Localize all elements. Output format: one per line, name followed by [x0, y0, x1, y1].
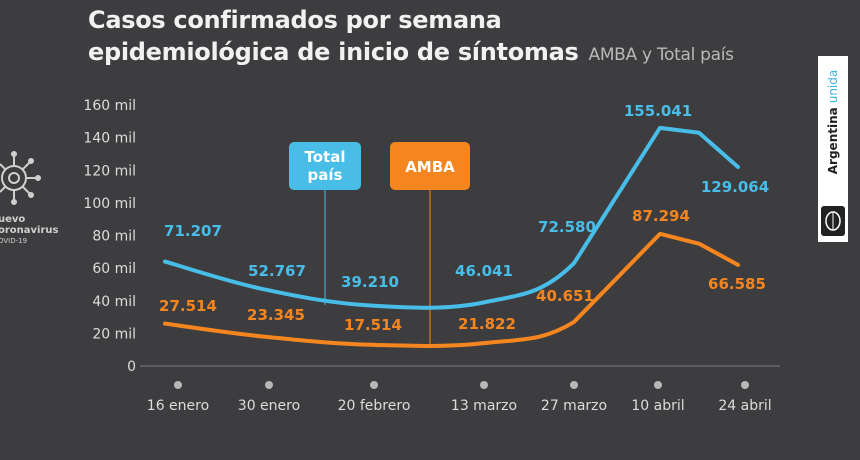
virus-icon — [0, 151, 41, 205]
x-tick-dot — [370, 381, 378, 389]
logo-text-line-2: oronavirus — [0, 225, 59, 236]
y-tick-label: 80 mil — [92, 229, 136, 245]
data-label-total-país: 39.210 — [341, 273, 399, 291]
x-tick-dot — [480, 381, 488, 389]
data-label-amba: 27.514 — [159, 297, 217, 315]
series-lines — [163, 125, 740, 348]
legend-label-amba: AMBA — [405, 158, 455, 176]
x-tick-dot — [654, 381, 662, 389]
data-label-total-país: 71.207 — [164, 222, 222, 240]
data-label-amba: 40.651 — [536, 287, 594, 305]
data-label-amba: 17.514 — [344, 316, 402, 334]
legend-label-total: Total — [305, 148, 346, 166]
y-tick-label: 160 mil — [83, 98, 136, 114]
series-line-amba — [163, 231, 740, 348]
x-tick-dot — [265, 381, 273, 389]
data-label-amba: 21.822 — [458, 315, 516, 333]
data-labels: 71.207 52.767 39.210 46.041 72.580 155.041 129… — [159, 102, 769, 334]
data-label-total-país: 72.580 — [538, 218, 596, 236]
legend-box-total — [289, 142, 361, 190]
y-tick-label: 20 mil — [92, 326, 136, 342]
nuevo-coronavirus-logo: uevo oronavirus OVID-19 — [0, 148, 90, 245]
title-line-2: epidemiológica de inicio de síntomas AMBA… — [88, 36, 734, 71]
y-tick-label: 60 mil — [92, 261, 136, 277]
chart-subtitle: AMBA y Total país — [588, 45, 734, 65]
y-tick-label: 140 mil — [83, 131, 136, 147]
x-tick-label: 27 marzo — [541, 398, 607, 414]
chart-title: Casos confirmados por semana epidemiológ… — [88, 4, 734, 71]
data-label-total-país: 155.041 — [624, 102, 692, 120]
data-label-total-país: 129.064 — [701, 178, 769, 196]
x-tick-label: 13 marzo — [451, 398, 517, 414]
y-tick-label: 40 mil — [92, 294, 136, 310]
y-tick-label: 100 mil — [83, 196, 136, 212]
logo-text: uevo oronavirus OVID-19 — [0, 214, 59, 247]
legend-label-total: país — [308, 166, 343, 184]
x-tick-dot — [570, 381, 578, 389]
legend-box-amba — [390, 142, 470, 190]
x-tick-label: 24 abril — [718, 398, 771, 414]
x-tick-label: 30 enero — [238, 398, 300, 414]
data-label-total-país: 52.767 — [248, 262, 306, 280]
national-seal-icon — [821, 206, 845, 236]
data-label-total-país: 46.041 — [455, 262, 513, 280]
argentina-unida-logo: Argentinaunida — [818, 56, 848, 242]
y-axis: 0 20 mil 40 mil 60 mil 80 mil 100 mil 120 mil 1… — [83, 98, 780, 375]
title-line-1: Casos confirmados por semana — [88, 6, 502, 34]
logo-text-line-1: uevo — [0, 214, 26, 225]
x-tick-dot — [741, 381, 749, 389]
data-label-amba: 23.345 — [247, 306, 305, 324]
x-tick-dot — [174, 381, 182, 389]
logo-text-line-3: OVID-19 — [0, 237, 28, 245]
title-line-2-text: epidemiológica de inicio de síntomas — [88, 38, 579, 66]
data-label-amba: 66.585 — [708, 275, 766, 293]
x-tick-label: 10 abril — [631, 398, 684, 414]
series-line-total-país — [163, 125, 740, 310]
data-label-amba: 87.294 — [632, 207, 690, 225]
x-tick-label: 16 enero — [147, 398, 209, 414]
y-tick-label: 120 mil — [83, 163, 136, 179]
x-tick-label: 20 febrero — [338, 398, 411, 414]
x-axis: 16 enero 30 enero 20 febrero 13 marzo 27 mar… — [147, 381, 772, 414]
y-tick-label: 0 — [127, 359, 136, 375]
